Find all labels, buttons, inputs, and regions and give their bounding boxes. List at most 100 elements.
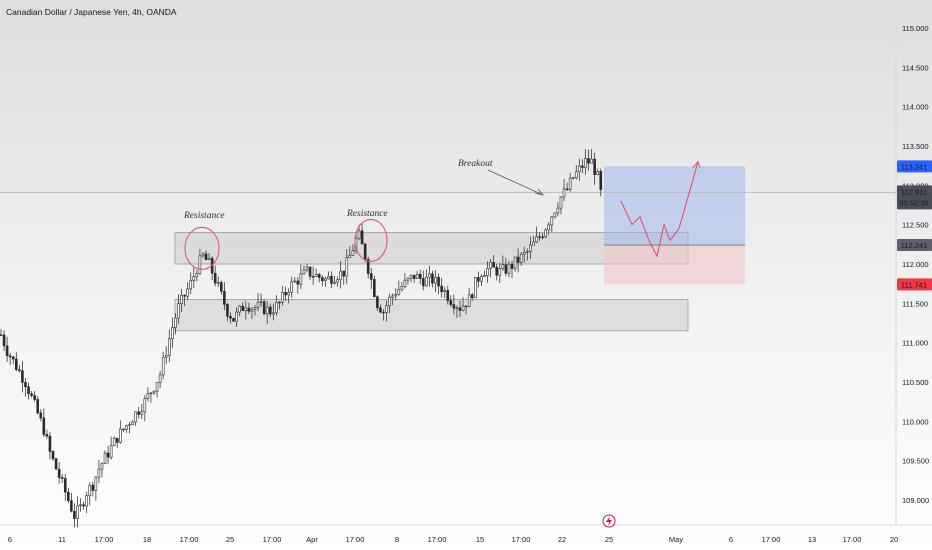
annotation-resistance: Resistance	[346, 209, 388, 219]
candle-body	[226, 304, 229, 317]
candle-body	[535, 236, 538, 243]
lightning-icon-bolt	[606, 516, 612, 526]
candle-body	[486, 268, 489, 276]
candle-body	[134, 411, 137, 423]
candle-body	[247, 307, 251, 312]
time-tick-label: 17:00	[762, 535, 781, 544]
candle-body	[342, 270, 346, 277]
candle-body	[256, 302, 260, 308]
candle-body	[223, 291, 226, 305]
candle-body	[8, 355, 12, 358]
candle-body	[434, 276, 437, 284]
candle-body	[418, 273, 422, 279]
candle-body	[510, 263, 514, 269]
candle-body	[538, 236, 541, 238]
candle-body	[584, 158, 587, 168]
candle-body	[174, 317, 177, 328]
candle-body	[42, 417, 46, 435]
time-tick-label: 17:00	[346, 535, 365, 544]
candle-body	[593, 158, 596, 175]
candle-body	[229, 316, 232, 319]
candle-body	[268, 306, 272, 315]
candle-body	[467, 294, 471, 307]
candle-body	[357, 230, 361, 240]
candle-body	[320, 277, 324, 282]
zone-upper	[174, 232, 689, 265]
candle-body	[272, 312, 275, 315]
candle-body	[317, 274, 321, 278]
price-tick-label: 115.000	[902, 24, 929, 33]
candle-body	[103, 452, 107, 464]
time-tick-label: 17:00	[263, 535, 282, 544]
candle-body	[483, 275, 486, 277]
time-tick-label: 17:00	[95, 535, 114, 544]
candle-body	[109, 445, 113, 458]
candle-body	[421, 278, 425, 287]
candle-body	[204, 253, 208, 261]
candle-body	[131, 421, 134, 426]
forecast-arrow-head	[692, 160, 701, 169]
candle-body	[385, 305, 388, 313]
candle-body	[461, 305, 465, 311]
loss-zone[interactable]	[604, 245, 745, 285]
candle-body	[143, 398, 147, 413]
candle-body	[553, 212, 557, 218]
candle-body	[556, 207, 560, 214]
candle-body	[446, 290, 450, 301]
candle-body	[164, 355, 168, 358]
candle-body	[45, 434, 49, 437]
candle-body	[33, 395, 36, 400]
candle-body	[125, 425, 128, 430]
candle-body	[409, 274, 413, 279]
candle-body	[198, 255, 202, 274]
candle-body	[262, 301, 266, 315]
candle-body	[363, 243, 367, 260]
resistance-circle	[184, 226, 220, 270]
candle-body	[519, 253, 523, 263]
price-tick-label: 112.000	[902, 260, 929, 269]
candle-body	[428, 273, 431, 278]
candle-body	[259, 301, 263, 303]
candle-body	[27, 386, 30, 395]
candle-body	[455, 307, 459, 309]
candle-body	[559, 196, 563, 209]
candle-body	[265, 306, 269, 315]
candles	[0, 149, 603, 528]
candle-body	[568, 177, 572, 190]
profit-zone[interactable]	[604, 166, 745, 246]
candle-body	[2, 334, 6, 347]
candle-body	[397, 289, 401, 295]
time-axis[interactable]: 6 11 17:00 18 17:00 25 17:00 Apr 17:00 8 17:00 15 17…	[8, 535, 898, 544]
candle-body	[244, 307, 248, 312]
lightning-icon[interactable]	[602, 514, 616, 528]
candle-body	[415, 273, 419, 279]
candle-body	[54, 458, 58, 470]
price-tick-label: 113.500	[902, 142, 929, 151]
candle-body	[449, 300, 453, 305]
candle-body	[67, 491, 70, 501]
candle-body	[314, 274, 318, 277]
candle-body	[195, 273, 199, 277]
annotation-resistance: Resistance	[183, 211, 225, 221]
target-price-label: 113.241	[901, 162, 928, 171]
candle-body	[76, 505, 79, 519]
candle-body	[158, 374, 162, 383]
candle-body	[155, 382, 159, 392]
candle-body	[112, 437, 116, 446]
candle-body	[146, 393, 150, 399]
candle-body	[498, 268, 502, 276]
candle-body	[15, 358, 18, 370]
candle-body	[425, 276, 428, 287]
breakout-arrow-head	[534, 188, 545, 196]
candle-body	[311, 276, 315, 278]
candle-body	[278, 301, 281, 304]
position-tool[interactable]	[604, 166, 745, 285]
candle-body	[587, 158, 590, 164]
candle-body	[73, 510, 76, 519]
price-axis[interactable]: 115.000114.500114.000113.500113.000112.5…	[902, 24, 929, 505]
candle-body	[119, 428, 122, 443]
candle-body	[0, 334, 3, 336]
candle-body	[122, 428, 125, 431]
